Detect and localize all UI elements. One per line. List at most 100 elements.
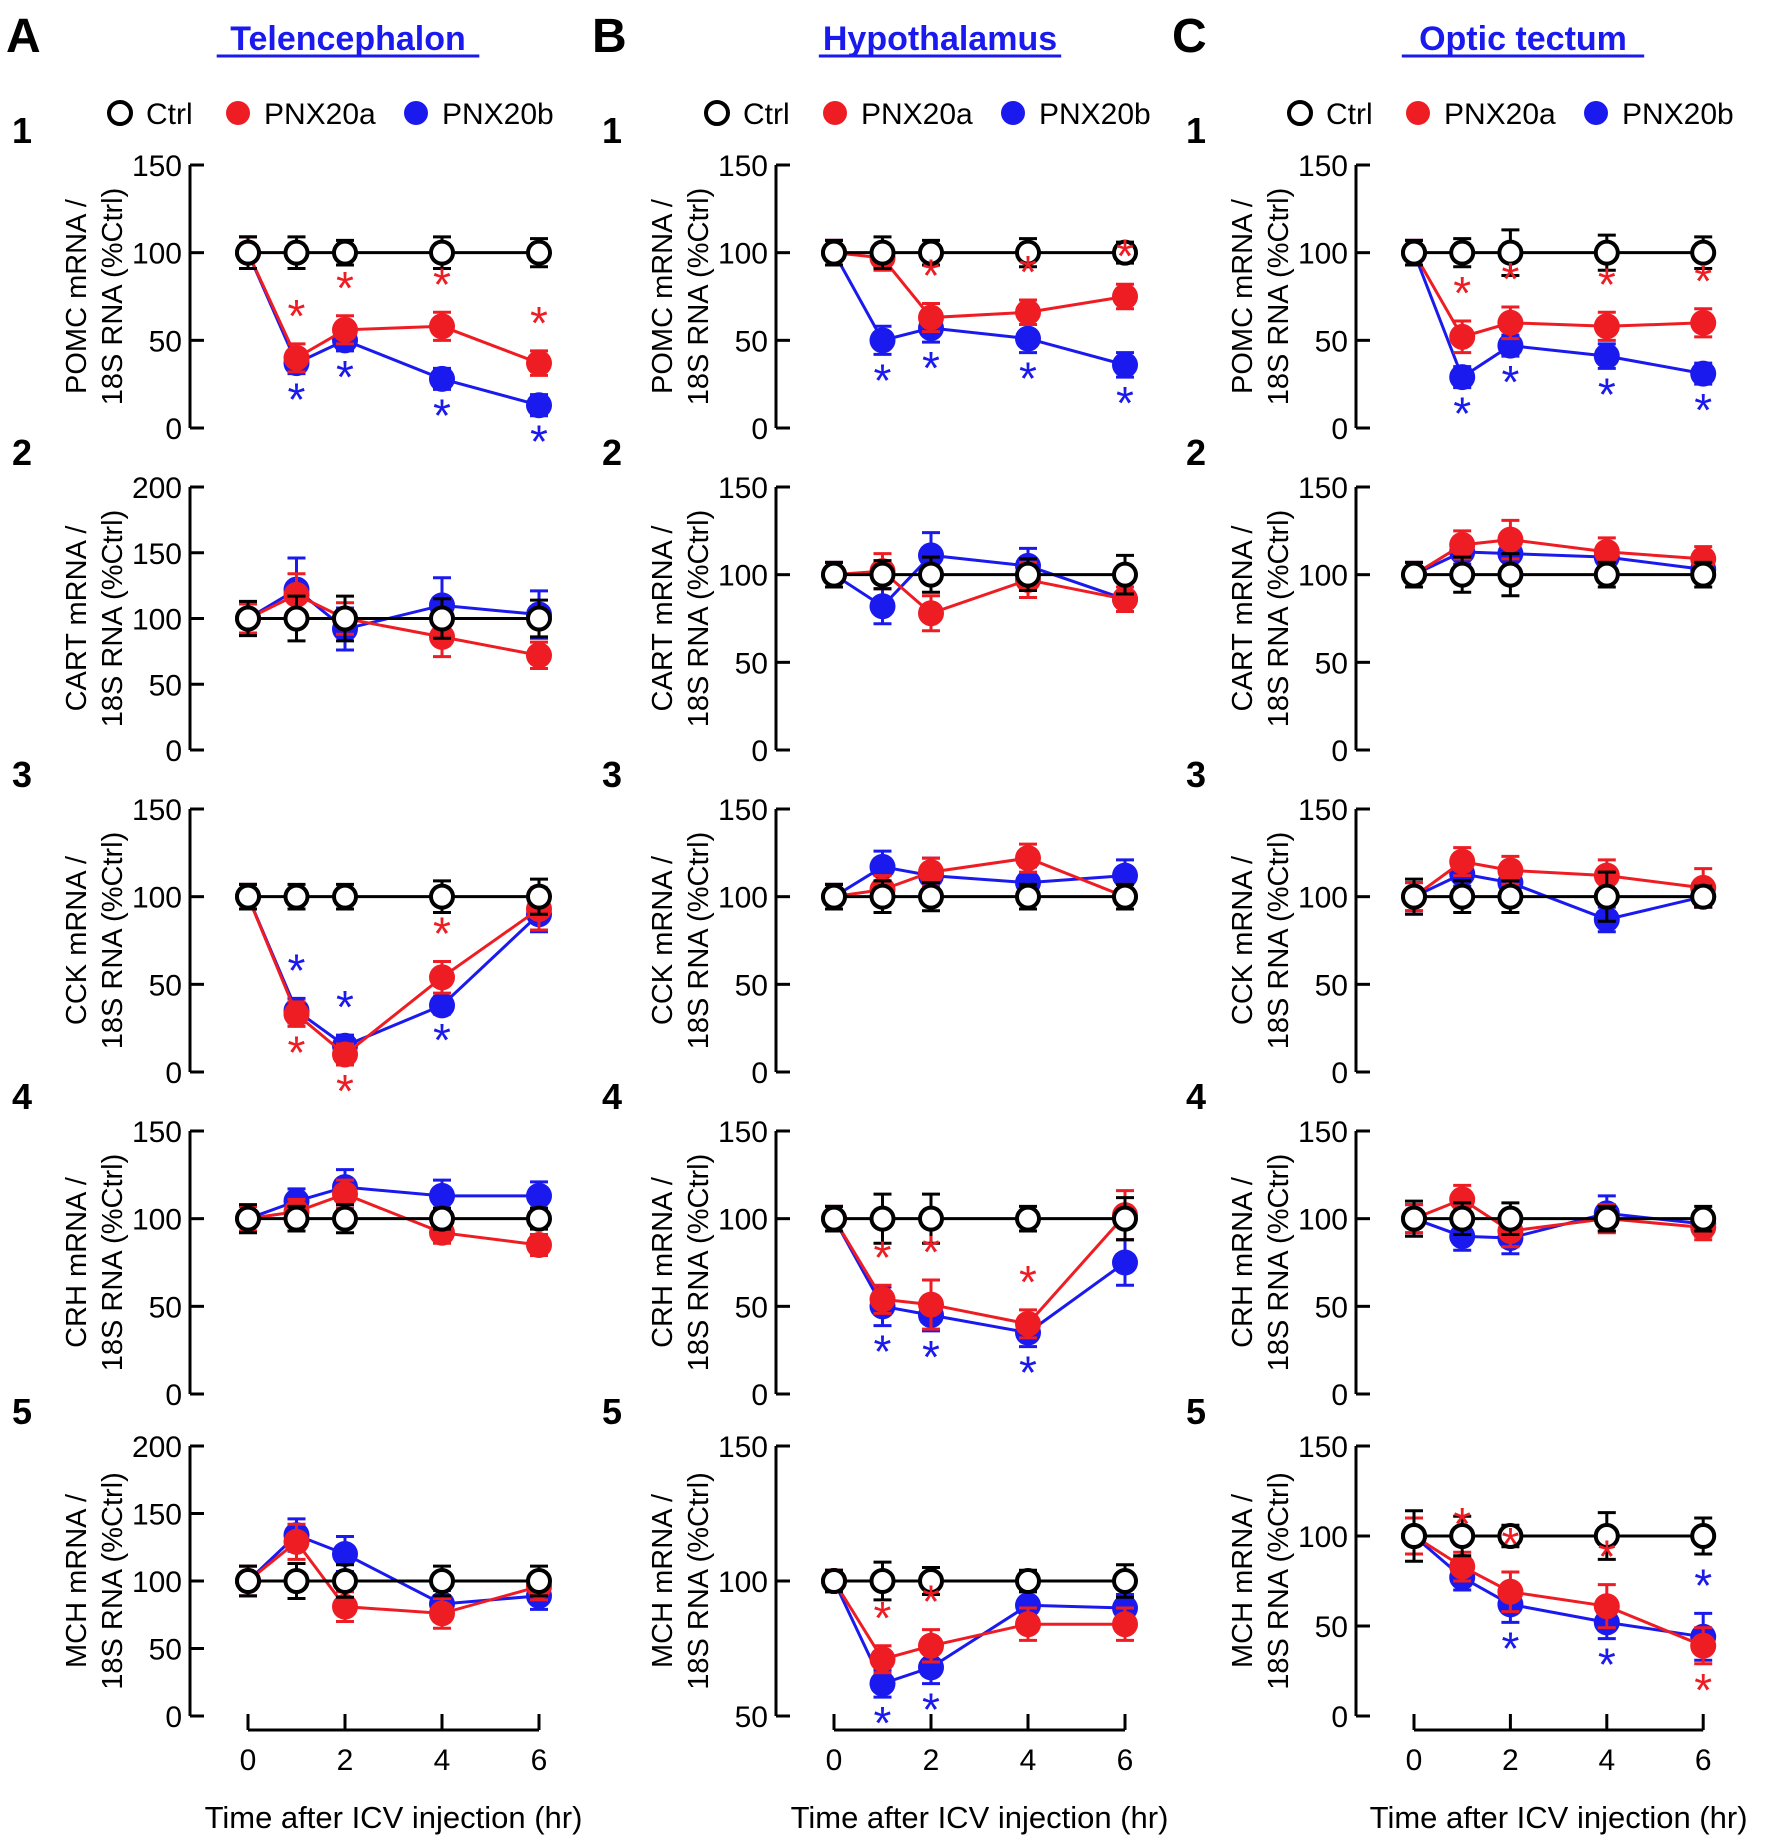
y-axis-label-line1: MCH mRNA / (61, 1493, 93, 1668)
data-point (332, 316, 358, 343)
data-point (1690, 1205, 1717, 1232)
data-point (1449, 239, 1476, 266)
series-ctrl (235, 1561, 552, 1601)
significance-marker: * (433, 908, 451, 960)
data-point (1112, 561, 1138, 588)
data-point (1112, 1611, 1138, 1638)
data-point (1449, 1186, 1476, 1213)
data-point (821, 561, 847, 588)
data-point (1690, 360, 1717, 387)
x-tick-label: 6 (531, 1744, 548, 1777)
data-point (918, 600, 944, 627)
panel-a3-cck: 3 0 50 100 150 CCK mRNA /18S RNA (%Ctrl) * * * * *… (12, 754, 552, 1117)
series-pnx20a (821, 1568, 1138, 1675)
legend-item-ctrl: Ctrl (107, 98, 193, 131)
data-point (918, 859, 944, 886)
panel-c4-crh: 4 0 50 100 150 CRH mRNA /18S RNA (%Ctrl) (1186, 1076, 1717, 1412)
y-tick-label: 0 (751, 413, 768, 446)
data-point (429, 1182, 455, 1209)
series-ctrl (821, 1560, 1138, 1602)
y-axis-label-line1: POMC mRNA / (1227, 198, 1259, 394)
significance-marker: * (288, 944, 306, 996)
y-axis-label-line2: 18S RNA (%Ctrl) (97, 1472, 129, 1690)
significance-marker: * (433, 389, 451, 441)
x-tick-label: 4 (434, 1744, 451, 1777)
legend-item-pnx20a: PNX20a (823, 98, 973, 131)
data-point (1593, 538, 1620, 565)
y-tick-label: 50 (149, 325, 182, 358)
x-axis: 0 2 4 6 Time after ICV injection (hr) (791, 1714, 1168, 1835)
y-tick-label: 150 (1298, 472, 1348, 505)
significance-marker: * (1598, 368, 1616, 420)
row-label: 1 (12, 110, 32, 151)
row-label: 3 (1186, 754, 1206, 795)
data-point (918, 542, 944, 569)
y-tick-label: 100 (718, 1566, 768, 1599)
y-tick-label: 0 (165, 1701, 182, 1734)
y-tick-label: 150 (1298, 1116, 1348, 1149)
significance-marker: * (336, 1065, 354, 1117)
y-axis-label-line1: CRH mRNA / (1227, 1176, 1259, 1348)
legend-item-ctrl: Ctrl (1287, 98, 1373, 131)
row-label: 5 (12, 1391, 32, 1432)
data-point (1497, 526, 1524, 553)
x-tick-label: 4 (1020, 1744, 1037, 1777)
significance-marker: * (1116, 230, 1134, 282)
data-point (1497, 1205, 1524, 1232)
data-point (1593, 1523, 1620, 1549)
data-point (918, 883, 944, 910)
significance-marker: * (433, 1014, 451, 1066)
data-point (332, 1181, 358, 1208)
significance-marker: * (1453, 267, 1471, 319)
data-point (1015, 1568, 1041, 1594)
significance-marker: * (1019, 353, 1037, 405)
y-tick-label: 50 (149, 1634, 182, 1667)
data-point (526, 1182, 552, 1209)
legend: Ctrl PNX20a PNX20b (107, 98, 554, 131)
legend: Ctrl PNX20a PNX20b (1287, 98, 1734, 131)
series-ctrl (821, 1192, 1138, 1245)
significance-marker: * (922, 342, 940, 394)
y-tick-label: 0 (165, 1379, 182, 1412)
data-point (1593, 239, 1620, 266)
data-point (283, 1205, 310, 1232)
series-pnx20b (1401, 238, 1717, 391)
data-point (283, 1528, 310, 1555)
y-tick-label: 50 (1315, 1291, 1348, 1324)
y-axis-label-line2: 18S RNA (%Ctrl) (1263, 1154, 1295, 1372)
data-point (526, 1568, 552, 1594)
significance-marker: * (1019, 246, 1037, 298)
y-tick-label: 0 (1331, 413, 1348, 446)
data-point (918, 1568, 944, 1594)
data-point (1449, 364, 1476, 391)
x-tick-label: 2 (923, 1744, 940, 1777)
y-axis-label-line2: 18S RNA (%Ctrl) (683, 1154, 715, 1372)
row-label: 2 (12, 432, 32, 473)
y-tick-label: 100 (718, 238, 768, 271)
y-tick-label: 150 (718, 1116, 768, 1149)
y-tick-label: 150 (718, 1431, 768, 1464)
legend-marker-pnx20b (1001, 101, 1025, 125)
x-tick-label: 4 (1598, 1744, 1615, 1777)
data-point (332, 1041, 358, 1068)
legend-label-pnx20a: PNX20a (861, 98, 973, 131)
significance-marker: * (336, 981, 354, 1033)
data-point (1015, 1611, 1041, 1638)
legend-item-pnx20b: PNX20b (1584, 98, 1734, 131)
y-tick-label: 150 (1298, 1431, 1348, 1464)
legend-label-pnx20a: PNX20a (1444, 98, 1556, 131)
row-label: 4 (12, 1076, 32, 1117)
significance-marker: * (288, 290, 306, 342)
y-tick-label: 150 (1298, 794, 1348, 827)
x-axis-label: Time after ICV injection (hr) (1370, 1800, 1748, 1835)
data-point (332, 605, 358, 632)
row-label: 3 (602, 754, 622, 795)
data-point (869, 593, 896, 620)
significance-marker: * (874, 1592, 892, 1644)
significance-marker: * (922, 1684, 940, 1736)
series-ctrl (235, 235, 552, 270)
data-point (1497, 1578, 1524, 1605)
y-tick-label: 0 (165, 735, 182, 768)
significance-marker: * (874, 1231, 892, 1283)
